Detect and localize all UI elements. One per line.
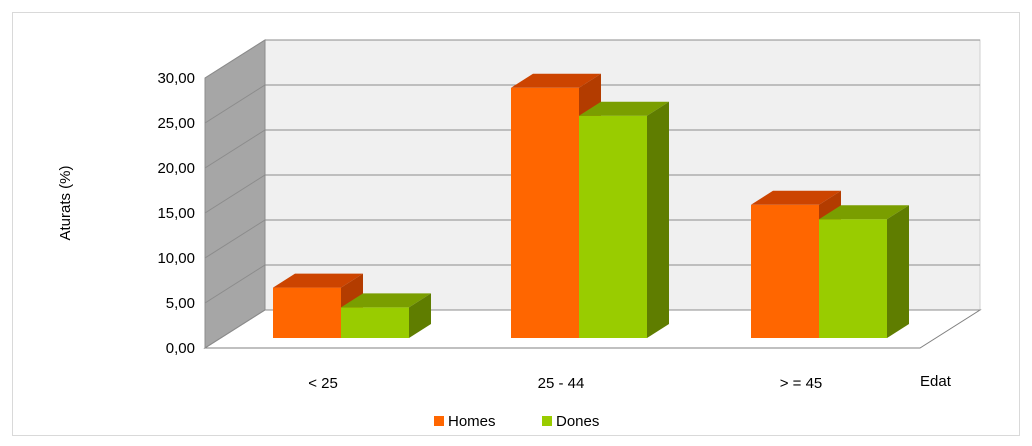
gridline: [204, 84, 980, 124]
bar-top: [751, 190, 841, 205]
legend-label: Homes: [448, 413, 496, 430]
bar-dones: [579, 101, 669, 338]
gridline: [204, 39, 980, 79]
bar-dones: [341, 293, 431, 338]
bar-dones: [819, 205, 909, 338]
y-tick-label: 15,00: [157, 205, 195, 222]
bar-front: [579, 115, 647, 338]
gridline: [204, 174, 980, 214]
bar-top: [579, 101, 669, 116]
bar-homes: [751, 190, 841, 338]
bar-front: [751, 204, 819, 338]
x-axis-label: Edat: [920, 373, 952, 390]
x-tick-label: > = 45: [780, 375, 823, 392]
y-tick-label: 0,00: [166, 340, 195, 357]
bar-front: [273, 287, 341, 338]
y-tick-label: 20,00: [157, 160, 195, 177]
bar-top: [819, 205, 909, 220]
y-tick-label: 30,00: [157, 70, 195, 87]
gridline: [204, 264, 980, 304]
y-axis-label: Aturats (%): [57, 165, 74, 240]
gridline: [204, 309, 980, 349]
bar-top: [341, 293, 431, 308]
legend-label: Dones: [556, 413, 599, 430]
legend: Homes Dones: [434, 413, 599, 430]
bar-side: [887, 205, 909, 338]
gridline: [204, 129, 980, 169]
bar-side: [647, 101, 669, 338]
y-tick-label: 25,00: [157, 115, 195, 132]
bar-top: [273, 273, 363, 288]
y-tick-label: 10,00: [157, 250, 195, 267]
bar-front: [511, 87, 579, 338]
x-tick-label: < 25: [308, 375, 338, 392]
bar-front: [341, 307, 409, 338]
bar-top: [511, 73, 601, 88]
legend-swatch: [542, 416, 552, 426]
x-tick-label: 25 - 44: [538, 375, 585, 392]
y-tick-label: 5,00: [166, 295, 195, 312]
bar-front: [819, 219, 887, 338]
bar-side: [409, 293, 431, 338]
legend-swatch: [434, 416, 444, 426]
gridline: [204, 219, 980, 259]
